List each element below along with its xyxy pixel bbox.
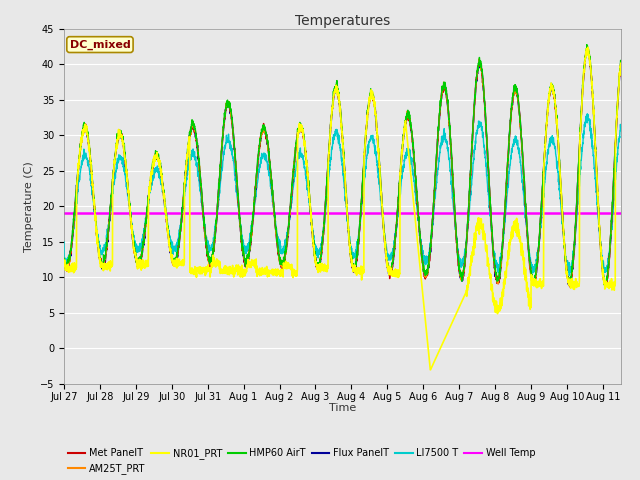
Legend: Met PanelT, AM25T_PRT, NR01_PRT, HMP60 AirT, Flux PanelT, LI7500 T, Well Temp: Met PanelT, AM25T_PRT, NR01_PRT, HMP60 A…	[64, 444, 540, 478]
Text: DC_mixed: DC_mixed	[70, 39, 131, 50]
Y-axis label: Temperature (C): Temperature (C)	[24, 161, 35, 252]
X-axis label: Time: Time	[329, 403, 356, 413]
Title: Temperatures: Temperatures	[295, 13, 390, 28]
